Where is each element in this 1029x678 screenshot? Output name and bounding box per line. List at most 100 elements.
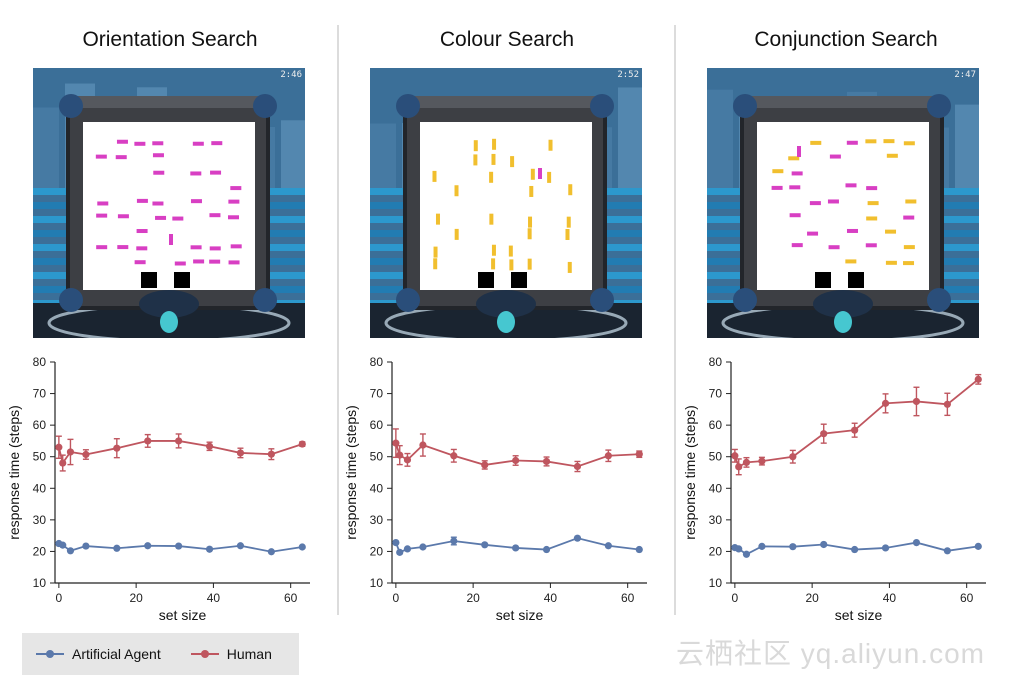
scene-building: [33, 107, 59, 188]
scene-search-item: [228, 199, 240, 204]
data-point-human: [542, 457, 551, 466]
scene-search-item: [433, 258, 438, 270]
x-tick-label: 40: [207, 591, 221, 605]
y-axis-label: response time (steps): [6, 405, 22, 540]
scene-search-item: [548, 139, 553, 151]
scene-search-item: [866, 186, 878, 191]
y-tick-label: 50: [370, 450, 384, 464]
data-point-human: [735, 463, 743, 471]
scene-search-item: [810, 140, 822, 145]
data-point-human: [175, 437, 183, 445]
data-point-human: [55, 443, 63, 451]
data-point-human: [789, 453, 797, 461]
chart-svg: 10 20 30 40 50 60 70 80 0 20 40 60 set size response …: [682, 355, 986, 623]
y-tick-label: 60: [33, 418, 47, 432]
y-tick-label: 60: [370, 418, 384, 432]
scene-building: [281, 120, 305, 188]
scene-search-item: [136, 246, 148, 251]
y-tick-label: 70: [709, 387, 723, 401]
scene-search-item: [473, 154, 478, 166]
y-tick-label: 30: [709, 513, 723, 527]
scene-search-item: [846, 140, 858, 145]
scene-search-item: [903, 245, 915, 250]
scene-frame-bolt: [927, 288, 951, 312]
scene-search-item: [155, 215, 167, 220]
scene-search-item: [174, 261, 186, 266]
scene-frame-bolt: [733, 94, 757, 118]
scene-search-item: [489, 213, 494, 225]
y-tick-label: 50: [33, 450, 47, 464]
scene-avatar-body: [476, 290, 536, 318]
data-point-human: [635, 450, 643, 458]
scene-search-item: [432, 170, 437, 182]
data-point-human: [881, 399, 890, 407]
data-point-agent: [175, 542, 183, 550]
data-point-human: [205, 442, 214, 450]
y-tick-label: 60: [709, 418, 723, 432]
legend-human-swatch: [190, 650, 219, 658]
data-point-human: [59, 459, 67, 467]
y-axis-label: response time (steps): [343, 405, 359, 540]
scene-building: [370, 123, 396, 188]
panel-divider: [674, 25, 676, 615]
scene-frame-bolt: [59, 94, 83, 118]
scene-search-item: [829, 154, 841, 159]
scene-search-item: [491, 258, 496, 270]
scene-building: [955, 104, 979, 188]
data-point-human: [144, 437, 152, 445]
scene-search-item: [209, 246, 221, 251]
scene-search-item: [209, 259, 221, 264]
scene-search-item: [153, 170, 165, 175]
data-point-human: [851, 426, 859, 434]
chart-colour: 10 20 30 40 50 60 70 80 0 20 40 60 set size response …: [342, 346, 667, 636]
scene-search-item: [845, 183, 857, 188]
scene-search-item: [193, 259, 205, 264]
scene-screen: [420, 122, 592, 290]
scene-search-item: [190, 245, 202, 250]
scene-search-item: [566, 216, 571, 228]
scene-search-item: [491, 244, 496, 256]
x-tick-label: 0: [732, 591, 739, 605]
scene-search-item: [152, 201, 164, 206]
scene-screen: [757, 122, 929, 290]
x-tick-label: 20: [466, 591, 480, 605]
scene-search-item: [473, 140, 478, 152]
game-scene-conjunction: 2:47: [707, 68, 979, 338]
data-point-human: [912, 397, 921, 406]
chart-svg: 10 20 30 40 50 60 70 80 0 20 40 60 set size response …: [343, 355, 647, 623]
panel-title: Orientation Search: [82, 28, 258, 51]
data-point-agent: [758, 542, 766, 550]
x-tick-label: 60: [960, 591, 974, 605]
data-point-agent: [881, 544, 890, 552]
panel-colour: Colour Search: [342, 0, 672, 615]
scene-search-item: [454, 228, 459, 240]
scene-search-item: [867, 201, 879, 206]
scene-search-item: [134, 260, 146, 265]
data-point-agent: [735, 545, 743, 553]
scene-search-item: [565, 228, 570, 240]
data-point-human: [481, 461, 489, 469]
game-scene-orientation: 2:46: [33, 68, 305, 338]
y-axis-label: response time (steps): [682, 405, 698, 540]
legend-item-agent: Artificial Agent: [36, 646, 161, 662]
scene-search-item: [903, 215, 915, 220]
scene-search-item: [491, 153, 496, 165]
data-point-agent: [481, 541, 489, 549]
scene-search-item: [435, 213, 440, 225]
data-point-human: [742, 458, 751, 466]
data-point-human: [113, 444, 121, 452]
x-axis-label: set size: [835, 607, 883, 623]
scene-search-item: [190, 199, 202, 204]
scene-screen: [83, 122, 255, 290]
scene-search-item: [95, 154, 107, 159]
scene-frame-top: [410, 96, 600, 108]
data-point-human: [974, 375, 982, 383]
scene-search-item: [809, 201, 821, 206]
scene-search-item: [883, 139, 895, 144]
scene-search-item: [528, 216, 533, 228]
scene-timer: 2:46: [280, 70, 302, 80]
scene-search-item: [152, 141, 164, 146]
scene-search-item: [807, 231, 819, 236]
scene-frame-bolt: [396, 94, 420, 118]
scene-search-item: [886, 153, 898, 158]
